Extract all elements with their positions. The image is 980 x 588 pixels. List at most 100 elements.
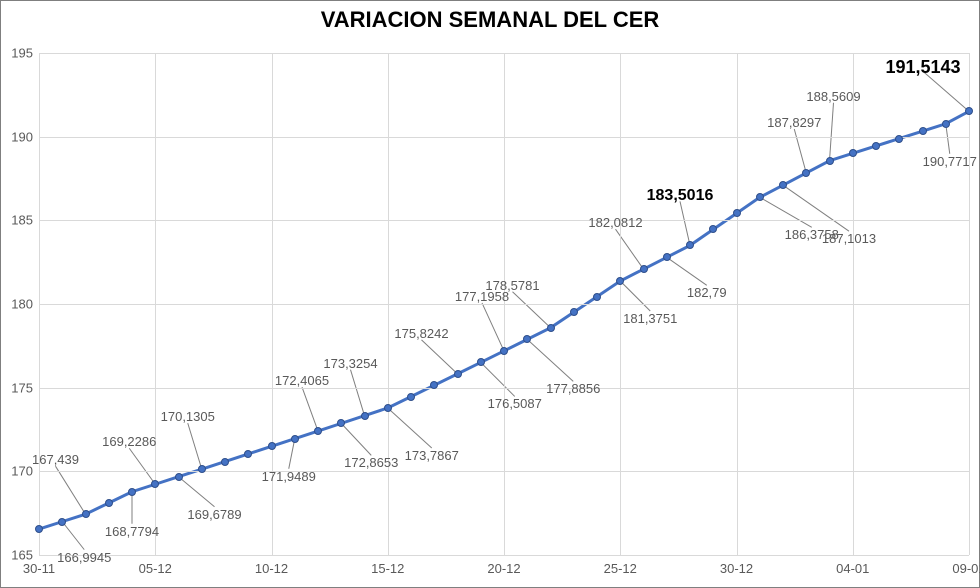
data-marker (314, 427, 322, 435)
data-marker (500, 347, 508, 355)
data-marker (686, 241, 694, 249)
data-label: 169,6789 (187, 507, 241, 522)
data-marker (709, 225, 717, 233)
leader-line (289, 439, 295, 469)
data-marker (570, 308, 578, 316)
data-marker (942, 120, 950, 128)
data-marker (105, 499, 113, 507)
x-tick-label: 15-12 (371, 561, 404, 576)
data-marker (523, 335, 531, 343)
data-marker (779, 181, 787, 189)
data-label: 167,439 (32, 452, 79, 467)
data-label: 166,9945 (57, 550, 111, 565)
plot-area: 16517017518018519019530-1105-1210-1215-1… (39, 53, 969, 555)
y-tick-label: 170 (11, 464, 33, 479)
data-label: 182,0812 (588, 215, 642, 230)
leader-line (527, 339, 573, 381)
data-marker (872, 142, 880, 150)
leader-line (422, 340, 458, 374)
gridline-h (39, 555, 969, 556)
gridline-v (39, 53, 40, 555)
data-marker (151, 480, 159, 488)
leader-line (351, 370, 365, 416)
y-tick-label: 175 (11, 380, 33, 395)
leader-line (794, 129, 806, 173)
data-marker (849, 149, 857, 157)
x-tick-label: 09-01 (952, 561, 980, 576)
x-tick-label: 05-12 (139, 561, 172, 576)
data-marker (919, 127, 927, 135)
chart-container: VARIACION SEMANAL DEL CER 16517017518018… (0, 0, 980, 588)
data-label: 178,5781 (485, 278, 539, 293)
data-label: 170,1305 (161, 409, 215, 424)
data-marker (407, 393, 415, 401)
data-marker (640, 265, 648, 273)
data-marker (826, 157, 834, 165)
x-tick-label: 30-11 (23, 561, 55, 576)
x-tick-label: 04-01 (836, 561, 869, 576)
data-label: 169,2286 (102, 434, 156, 449)
chart-title: VARIACION SEMANAL DEL CER (1, 7, 979, 33)
data-marker (895, 135, 903, 143)
x-tick-label: 25-12 (604, 561, 637, 576)
data-label: 176,5087 (488, 396, 542, 411)
y-tick-label: 190 (11, 129, 33, 144)
leader-line (680, 201, 690, 245)
x-tick-label: 30-12 (720, 561, 753, 576)
data-marker (361, 412, 369, 420)
data-label: 187,1013 (822, 231, 876, 246)
data-label: 188,5609 (806, 89, 860, 104)
data-marker (965, 107, 973, 115)
y-tick-label: 185 (11, 213, 33, 228)
data-label: 173,7867 (405, 448, 459, 463)
leader-line (188, 423, 202, 469)
data-marker (384, 404, 392, 412)
data-marker (82, 510, 90, 518)
data-marker (616, 277, 624, 285)
data-label: 173,3254 (323, 356, 377, 371)
leader-line (302, 387, 318, 431)
data-marker (337, 419, 345, 427)
x-tick-label: 10-12 (255, 561, 288, 576)
leader-line (179, 477, 215, 507)
data-marker (175, 473, 183, 481)
data-label: 168,7794 (105, 524, 159, 539)
leader-line (946, 124, 950, 154)
data-marker (128, 488, 136, 496)
leader-line (341, 423, 371, 455)
y-tick-label: 195 (11, 46, 33, 61)
data-label: 172,8653 (344, 455, 398, 470)
gridline-v (853, 53, 854, 555)
leader-line (830, 103, 834, 161)
data-marker (268, 442, 276, 450)
data-marker (477, 358, 485, 366)
data-label: 183,5016 (647, 187, 714, 205)
y-tick-label: 180 (11, 297, 33, 312)
data-marker (198, 465, 206, 473)
data-label: 187,8297 (767, 115, 821, 130)
leader-line (129, 448, 155, 484)
data-label: 191,5143 (885, 57, 960, 78)
data-marker (547, 324, 555, 332)
gridline-v (969, 53, 970, 555)
gridline-v (737, 53, 738, 555)
gridline-v (620, 53, 621, 555)
data-marker (593, 293, 601, 301)
leader-line (667, 257, 707, 285)
data-label: 172,4065 (275, 373, 329, 388)
data-label: 175,8242 (394, 326, 448, 341)
data-marker (58, 518, 66, 526)
data-marker (663, 253, 671, 261)
gridline-v (504, 53, 505, 555)
data-marker (802, 169, 810, 177)
data-marker (756, 193, 764, 201)
leader-line (760, 197, 812, 227)
leader-line (62, 522, 84, 550)
leader-line (513, 292, 551, 328)
leader-line (482, 303, 504, 351)
leader-line (388, 408, 432, 448)
data-label: 177,8856 (546, 381, 600, 396)
data-marker (430, 381, 438, 389)
x-tick-label: 20-12 (487, 561, 520, 576)
data-marker (244, 450, 252, 458)
